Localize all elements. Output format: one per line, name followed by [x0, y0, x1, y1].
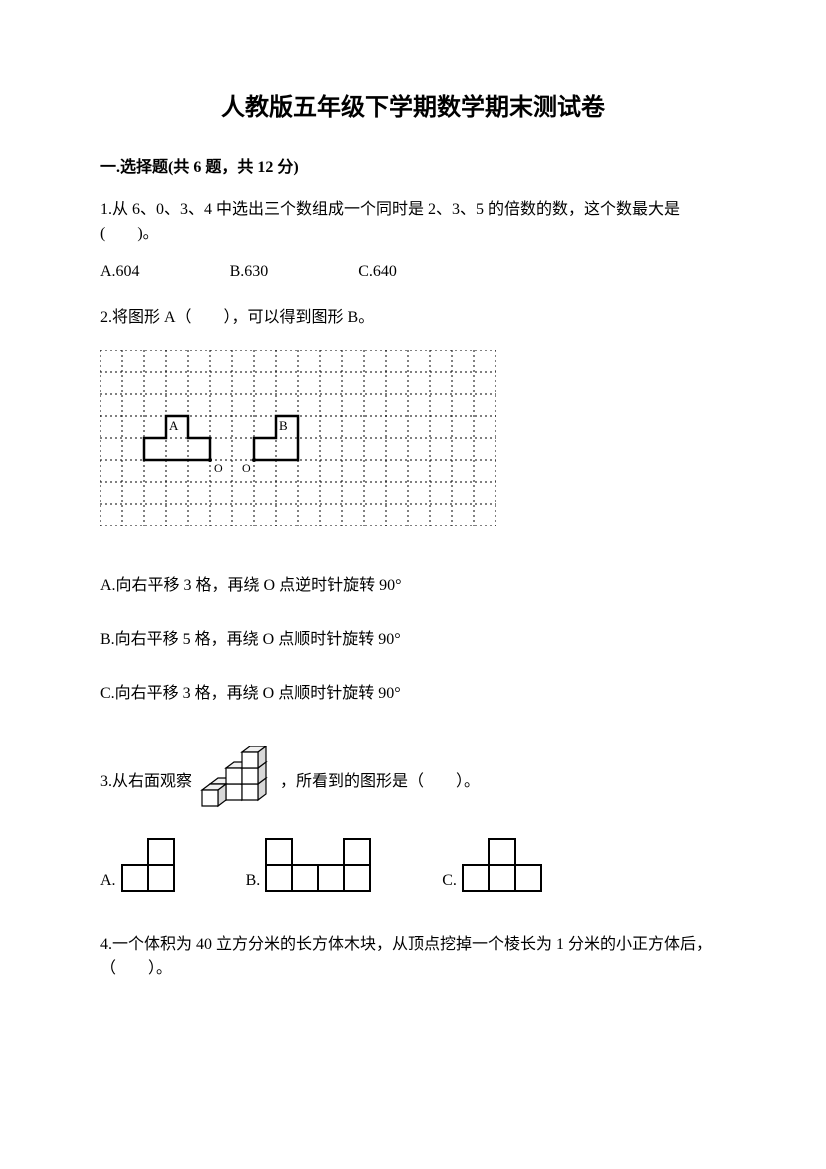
q3-text: 3.从右面观察 ，所看到的图形是（ ）。 — [100, 746, 726, 819]
svg-text:B: B — [279, 418, 288, 433]
q1-opt-a: A.604 — [100, 260, 140, 284]
q2-grid-figure: A O B O — [100, 350, 726, 534]
q1-options: A.604 B.630 C.640 — [100, 260, 726, 284]
question-1: 1.从 6、0、3、4 中选出三个数组成一个同时是 2、3、5 的倍数的数，这个… — [100, 198, 726, 284]
q4-text: 4.一个体积为 40 立方分米的长方体木块，从顶点挖掉一个棱长为 1 分米的小正… — [100, 933, 726, 981]
q2-text: 2.将图形 A（ ），可以得到图形 B。 — [100, 306, 726, 330]
q1-opt-b: B.630 — [230, 260, 269, 284]
question-2: 2.将图形 A（ ），可以得到图形 B。 A O B O A.向右平移 3 格，再绕 … — [100, 306, 726, 706]
q3-prefix: 3.从右面观察 — [100, 773, 192, 790]
q2-opt-c: C.向右平移 3 格，再绕 O 点顺时针旋转 90° — [100, 682, 726, 706]
section-1-heading: 一.选择题(共 6 题，共 12 分) — [100, 156, 726, 180]
q3-suffix: ，所看到的图形是（ ）。 — [280, 773, 480, 790]
svg-text:A: A — [169, 418, 179, 433]
q3-cube-figure — [196, 746, 276, 819]
question-3: 3.从右面观察 ，所看到的图形是（ ）。 A. B. C. — [100, 746, 726, 893]
q3-opt-c-label: C. — [442, 869, 457, 893]
q3-opt-a-label: A. — [100, 869, 116, 893]
question-4: 4.一个体积为 40 立方分米的长方体木块，从顶点挖掉一个棱长为 1 分米的小正… — [100, 933, 726, 981]
q2-options: A.向右平移 3 格，再绕 O 点逆时针旋转 90° B.向右平移 5 格，再绕… — [100, 574, 726, 706]
q3-opt-b-label: B. — [246, 869, 261, 893]
page-title: 人教版五年级下学期数学期末测试卷 — [100, 90, 726, 126]
q3-opt-c: C. — [442, 837, 543, 893]
q1-text: 1.从 6、0、3、4 中选出三个数组成一个同时是 2、3、5 的倍数的数，这个… — [100, 198, 726, 246]
q3-opt-b: B. — [246, 837, 373, 893]
svg-text:O: O — [214, 461, 223, 475]
q3-options: A. B. C. — [100, 837, 726, 893]
q2-opt-a: A.向右平移 3 格，再绕 O 点逆时针旋转 90° — [100, 574, 726, 598]
q3-opt-a: A. — [100, 837, 176, 893]
svg-text:O: O — [242, 461, 251, 475]
q1-opt-c: C.640 — [358, 260, 397, 284]
q2-opt-b: B.向右平移 5 格，再绕 O 点顺时针旋转 90° — [100, 628, 726, 652]
